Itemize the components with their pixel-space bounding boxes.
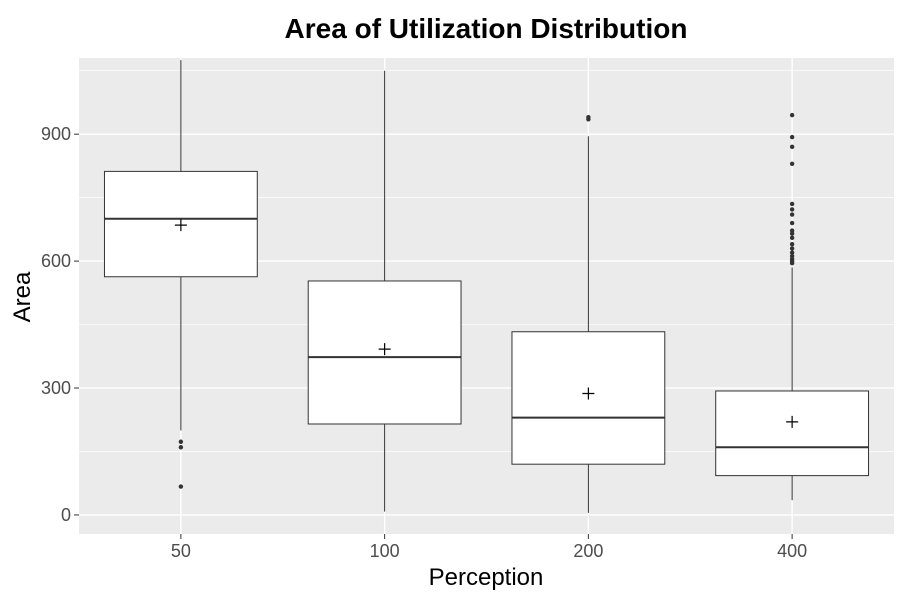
outlier-point xyxy=(789,241,795,247)
outlier-point xyxy=(789,112,795,118)
y-tick-label: 0 xyxy=(61,505,71,525)
outlier-point xyxy=(789,250,795,255)
y-axis-ticks: 0 300 600 900 xyxy=(41,124,79,525)
mean-marker xyxy=(786,415,799,428)
x-axis-ticks: 50 100 200 400 xyxy=(171,534,807,561)
outlier-point xyxy=(789,161,795,166)
outlier-point xyxy=(789,144,795,150)
outlier-point xyxy=(586,115,591,120)
outlier-point xyxy=(789,220,795,226)
outlier-point xyxy=(789,207,795,212)
box-50 xyxy=(103,60,258,489)
x-axis-title: Perception xyxy=(429,564,544,591)
outlier-point xyxy=(789,201,795,207)
outlier-point xyxy=(789,228,795,233)
outlier-point xyxy=(789,134,795,140)
chart-title: Area of Utilization Distribution xyxy=(285,13,688,44)
box-iqr xyxy=(715,390,870,477)
outlier-point xyxy=(789,212,795,217)
x-tick-label: 100 xyxy=(370,541,400,561)
x-tick-label: 50 xyxy=(171,541,191,561)
outlier-point xyxy=(178,439,184,444)
box-100 xyxy=(307,70,462,512)
outlier-point xyxy=(789,253,795,259)
boxes xyxy=(103,60,870,513)
x-tick-label: 200 xyxy=(573,541,603,561)
box-200 xyxy=(511,115,666,513)
y-tick-label: 300 xyxy=(41,378,71,398)
mean-marker xyxy=(378,343,391,356)
outlier-point xyxy=(789,246,795,251)
y-axis-title: Area xyxy=(9,271,36,322)
x-tick-label: 400 xyxy=(777,541,807,561)
box-400 xyxy=(715,112,870,501)
mean-marker xyxy=(582,387,595,400)
outlier-point xyxy=(178,484,184,489)
mean-marker xyxy=(174,219,187,232)
y-tick-label: 600 xyxy=(41,251,71,271)
outlier-point xyxy=(789,235,795,241)
outlier-point xyxy=(178,445,184,450)
y-tick-label: 900 xyxy=(41,124,71,144)
